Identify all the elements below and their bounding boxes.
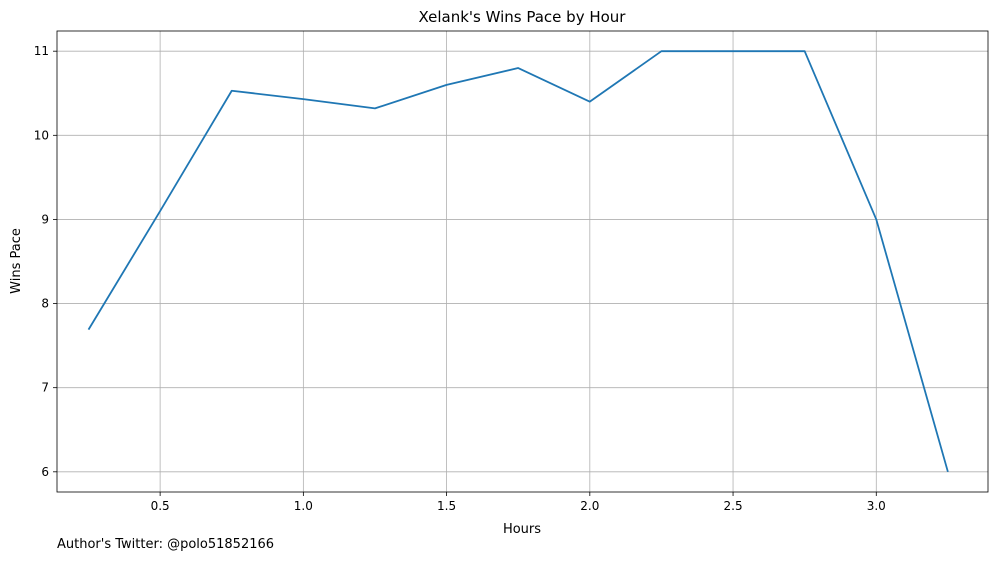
y-tick-label: 9 [41, 212, 49, 226]
y-tick-label: 8 [41, 297, 49, 311]
x-tick-label: 3.0 [867, 499, 886, 513]
author-twitter-note: Author's Twitter: @polo51852166 [57, 537, 275, 552]
y-axis-label: Wins Pace [9, 228, 24, 294]
x-tick-label: 2.0 [580, 499, 599, 513]
x-axis-label: Hours [503, 522, 541, 537]
y-tick-label: 6 [41, 465, 49, 479]
x-tick-label: 1.0 [294, 499, 313, 513]
data-series [87, 50, 949, 473]
y-tick-label: 7 [41, 381, 49, 395]
chart-title: Xelank's Wins Pace by Hour [419, 8, 627, 26]
x-tick-label: 2.5 [724, 499, 743, 513]
grid-lines [57, 31, 988, 492]
wins-pace-line [87, 50, 949, 473]
axis-ticks: 0.5 1.0 1.5 2.0 2.5 3.0 6 7 8 9 10 11 [34, 44, 886, 513]
x-tick-label: 1.5 [437, 499, 456, 513]
plot-frame [56, 30, 989, 493]
y-tick-label: 11 [34, 44, 49, 58]
y-tick-label: 10 [34, 128, 49, 142]
x-tick-label: 0.5 [151, 499, 170, 513]
